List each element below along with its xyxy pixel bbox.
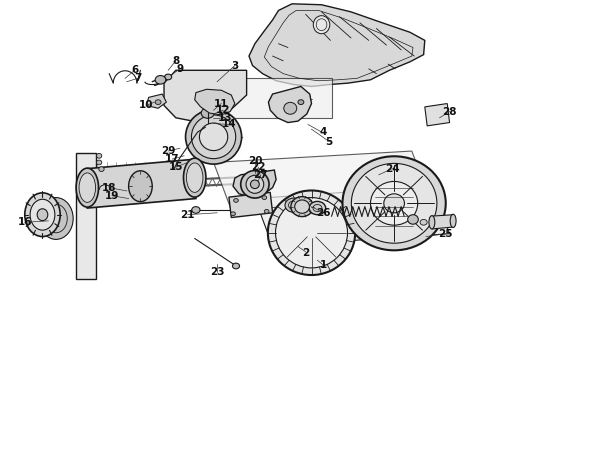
Ellipse shape — [246, 175, 264, 193]
Ellipse shape — [408, 215, 418, 224]
Polygon shape — [87, 159, 196, 208]
Polygon shape — [76, 153, 96, 279]
Text: 26: 26 — [316, 208, 330, 218]
Polygon shape — [214, 151, 430, 210]
Text: 19: 19 — [105, 190, 119, 201]
Ellipse shape — [39, 198, 73, 239]
Ellipse shape — [309, 201, 326, 215]
Ellipse shape — [285, 198, 303, 212]
Ellipse shape — [183, 158, 206, 197]
Ellipse shape — [30, 200, 55, 230]
Text: 11: 11 — [214, 98, 228, 109]
Ellipse shape — [262, 196, 267, 200]
Text: 22: 22 — [251, 162, 266, 172]
Text: 14: 14 — [222, 119, 236, 130]
Ellipse shape — [250, 180, 260, 189]
Ellipse shape — [192, 207, 200, 213]
Ellipse shape — [97, 160, 102, 165]
Ellipse shape — [37, 209, 48, 221]
Polygon shape — [164, 70, 247, 123]
Text: 16: 16 — [18, 217, 32, 228]
Text: 10: 10 — [139, 100, 153, 111]
Ellipse shape — [298, 100, 304, 104]
Text: 1: 1 — [320, 260, 327, 270]
Polygon shape — [425, 104, 450, 126]
Polygon shape — [229, 192, 273, 218]
Ellipse shape — [276, 198, 348, 268]
Polygon shape — [249, 4, 425, 86]
Ellipse shape — [429, 216, 435, 229]
Text: 25: 25 — [438, 228, 453, 239]
Ellipse shape — [201, 108, 214, 118]
Ellipse shape — [241, 171, 269, 198]
Text: 29: 29 — [161, 146, 175, 156]
Polygon shape — [255, 186, 450, 246]
Ellipse shape — [155, 100, 161, 104]
Ellipse shape — [79, 173, 96, 202]
Ellipse shape — [420, 219, 427, 225]
Ellipse shape — [99, 167, 104, 171]
Polygon shape — [268, 86, 312, 123]
Ellipse shape — [384, 194, 405, 213]
Text: 2: 2 — [302, 247, 309, 258]
Text: 4: 4 — [320, 127, 327, 137]
Ellipse shape — [450, 214, 456, 228]
Polygon shape — [432, 215, 453, 229]
Polygon shape — [182, 78, 332, 118]
Text: 21: 21 — [181, 209, 195, 220]
Ellipse shape — [97, 153, 102, 158]
Ellipse shape — [185, 109, 242, 164]
Text: 3: 3 — [231, 60, 238, 71]
Text: 24: 24 — [385, 163, 399, 174]
Ellipse shape — [186, 163, 203, 192]
Ellipse shape — [76, 168, 99, 207]
Text: 12: 12 — [216, 105, 230, 115]
Ellipse shape — [268, 190, 355, 275]
Ellipse shape — [284, 102, 297, 114]
Ellipse shape — [155, 76, 166, 84]
Ellipse shape — [352, 163, 437, 243]
Ellipse shape — [199, 123, 228, 151]
Text: 18: 18 — [102, 182, 116, 193]
Text: 23: 23 — [210, 266, 224, 277]
Text: 20: 20 — [248, 155, 262, 166]
Polygon shape — [233, 170, 276, 197]
Ellipse shape — [371, 181, 418, 225]
Text: 6: 6 — [131, 65, 138, 76]
Text: 15: 15 — [169, 162, 183, 172]
Ellipse shape — [231, 212, 235, 216]
Ellipse shape — [291, 197, 313, 217]
Ellipse shape — [165, 74, 172, 80]
Text: 5: 5 — [326, 136, 333, 147]
Ellipse shape — [234, 199, 238, 202]
Text: 28: 28 — [442, 106, 457, 117]
Ellipse shape — [25, 193, 60, 237]
Text: 27: 27 — [254, 170, 268, 180]
Ellipse shape — [129, 171, 152, 202]
Ellipse shape — [191, 115, 235, 159]
Ellipse shape — [232, 263, 240, 269]
Ellipse shape — [264, 209, 269, 213]
Polygon shape — [146, 94, 166, 108]
Text: 8: 8 — [172, 56, 179, 66]
Ellipse shape — [313, 16, 330, 34]
Polygon shape — [195, 89, 235, 115]
Ellipse shape — [289, 201, 299, 209]
Ellipse shape — [294, 200, 309, 213]
Text: 17: 17 — [165, 154, 179, 164]
Ellipse shape — [342, 156, 446, 250]
Text: 13: 13 — [218, 113, 232, 123]
Text: 7: 7 — [134, 73, 141, 84]
Text: 9: 9 — [176, 64, 183, 74]
